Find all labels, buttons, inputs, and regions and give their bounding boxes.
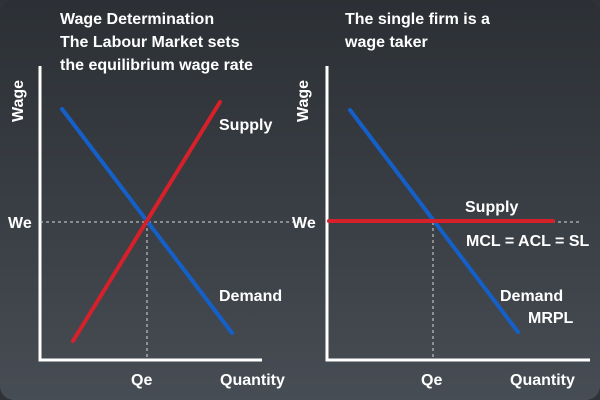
right-panel: The single firm is a wage taker Wage We … (292, 11, 590, 389)
right-demand-label: Demand (500, 288, 563, 305)
right-title-line-1: The single firm is a (345, 11, 490, 28)
left-title-line-2: The Labour Market sets (60, 34, 240, 51)
right-title-line-2: wage taker (344, 34, 428, 51)
left-supply-curve (71, 100, 222, 343)
left-supply-label: Supply (219, 117, 272, 134)
left-title-line-1: Wage Determination (60, 11, 214, 28)
right-qe-label: Qe (421, 372, 442, 389)
left-qe-label: Qe (131, 372, 152, 389)
mrpl-label: MRPL (528, 310, 574, 327)
right-y-axis-label: Wage (295, 80, 312, 122)
left-y-axis-label: Wage (10, 80, 27, 122)
right-x-axis-label: Quantity (510, 372, 575, 389)
cost-identity-label: MCL = ACL = SL (466, 233, 590, 250)
left-panel: Wage Determination The Labour Market set… (8, 11, 300, 389)
left-title-line-3: the equilibrium wage rate (60, 57, 253, 74)
left-x-axis-label: Quantity (220, 372, 285, 389)
right-supply-label: Supply (465, 199, 518, 216)
right-we-label: We (292, 215, 316, 232)
left-demand-label: Demand (219, 288, 282, 305)
left-we-label: We (8, 215, 32, 232)
